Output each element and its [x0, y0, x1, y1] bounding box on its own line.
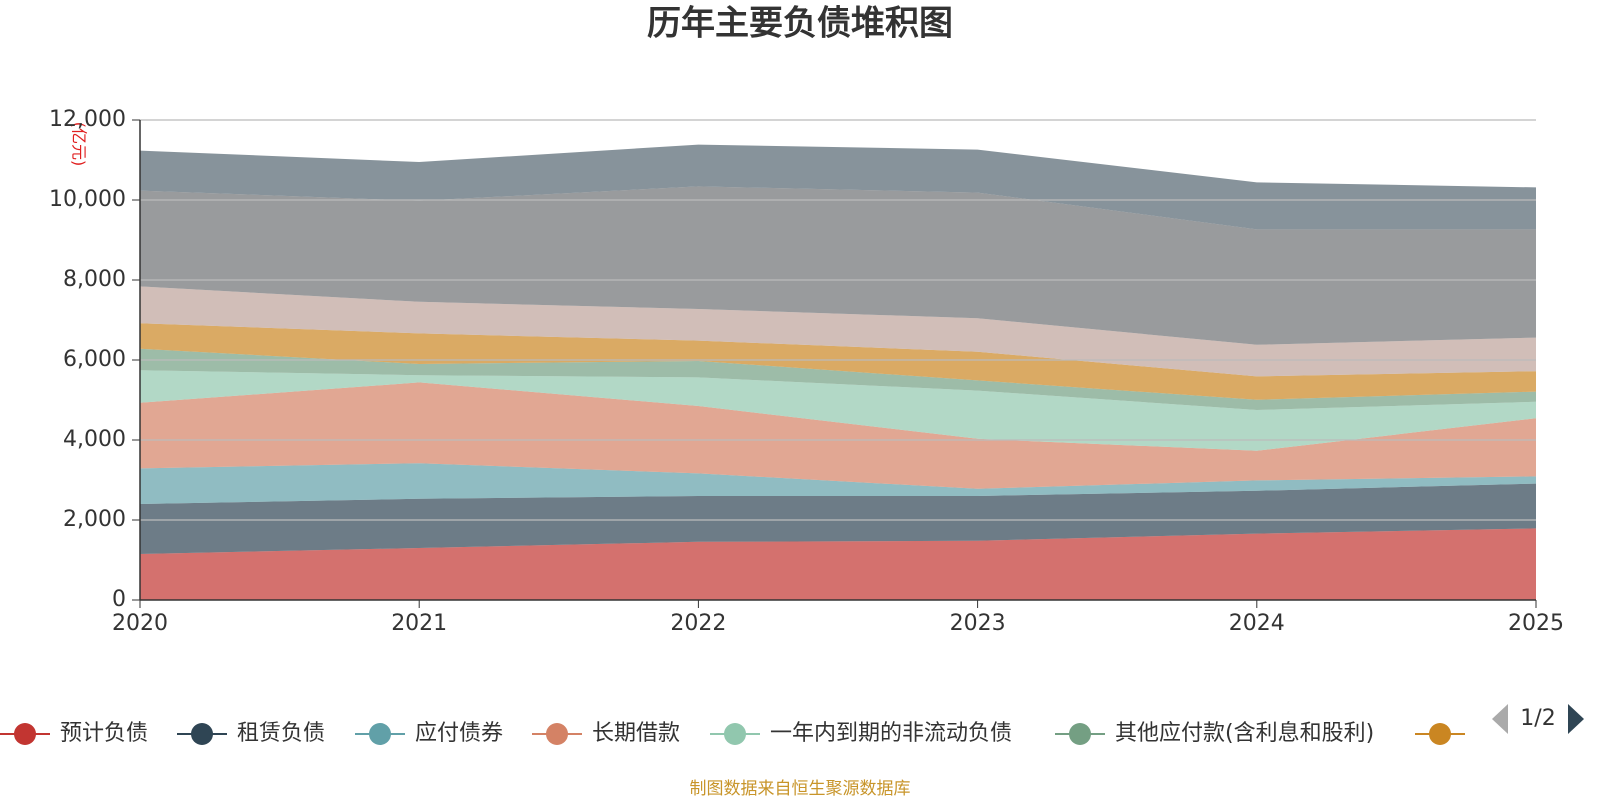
area	[140, 186, 1536, 345]
legend-label: 其他应付款(含利息和股利)	[1115, 721, 1374, 746]
area	[140, 528, 1536, 600]
legend-marker	[1429, 723, 1451, 745]
legend-label: 预计负债	[60, 721, 148, 746]
y-tick-label: 4,000	[63, 427, 126, 452]
legend-label: 长期借款	[592, 721, 680, 746]
area	[140, 286, 1536, 377]
x-tick-label: 2023	[950, 611, 1006, 636]
area	[140, 370, 1536, 451]
y-tick-label: 10,000	[49, 187, 126, 212]
y-tick-label: 2,000	[63, 507, 126, 532]
legend-next[interactable]	[1568, 704, 1584, 734]
area	[140, 323, 1536, 400]
area	[140, 463, 1536, 504]
area	[140, 483, 1536, 554]
x-tick-label: 2024	[1229, 611, 1285, 636]
x-tick-label: 2025	[1508, 611, 1564, 636]
y-tick-label: 6,000	[63, 347, 126, 372]
legend-marker	[191, 723, 213, 745]
legend-prev[interactable]	[1492, 704, 1508, 734]
legend-marker	[369, 723, 391, 745]
area	[140, 348, 1536, 410]
legend-label: 租赁负债	[237, 721, 325, 746]
legend-label: 应付债券	[415, 721, 503, 746]
legend-marker	[1069, 723, 1091, 745]
legend: 预计负债 租赁负债 应付债券 长期借款 一年内到期的非流动负债 其他应付款(含利息和股利)…	[0, 721, 1465, 746]
legend-page: 1/2	[1520, 706, 1555, 731]
source-note: 制图数据来自恒生聚源数据库	[690, 779, 911, 799]
x-tick-label: 2021	[391, 611, 447, 636]
x-tick-label: 2022	[670, 611, 726, 636]
y-tick-label: 8,000	[63, 267, 126, 292]
chart-title: 历年主要负债堆积图	[647, 4, 953, 44]
y-tick-label: 12,000	[49, 107, 126, 132]
y-tick-label: 0	[112, 587, 126, 612]
legend-marker	[546, 723, 568, 745]
x-tick-label: 2020	[112, 611, 168, 636]
area	[140, 382, 1536, 489]
area	[140, 144, 1536, 230]
legend-label: 一年内到期的非流动负债	[770, 721, 1012, 746]
legend-marker	[724, 723, 746, 745]
legend-marker	[14, 723, 36, 745]
y-unit: (亿元)	[70, 122, 89, 167]
